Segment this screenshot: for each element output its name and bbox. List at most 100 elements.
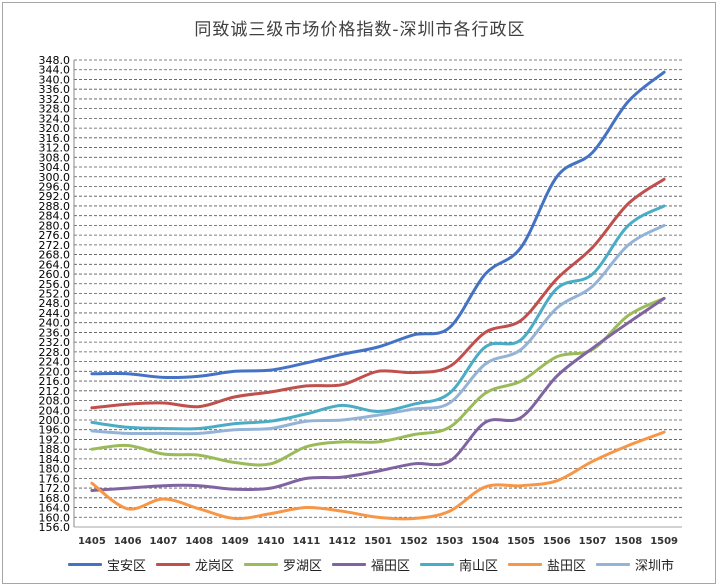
y-tick-label: 256.0 [39,278,71,291]
y-tick-label: 160.0 [39,511,71,524]
chart-title: 同致诚三级市场价格指数-深圳市各行政区 [194,20,526,40]
y-tick-label: 212.0 [39,385,71,398]
y-tick-label: 220.0 [39,365,71,378]
legend-item: 龙岗区 [156,552,234,576]
x-tick-label: 1412 [328,536,356,547]
legend-swatch [156,562,190,566]
y-tick-label: 180.0 [39,463,71,476]
x-tick-label: 1503 [436,536,464,547]
legend: 宝安区 龙岗区 罗湖区 福田区 南山区 盐田区 深圳市 [0,552,720,576]
legend-label: 深圳市 [635,558,675,574]
y-tick-label: 216.0 [39,375,71,388]
y-tick-label: 232.0 [39,336,71,349]
y-tick-label: 272.0 [39,239,71,252]
x-tick-label: 1408 [185,536,213,547]
legend-item: 盐田区 [508,552,586,576]
y-tick-label: 308.0 [39,151,71,164]
legend-label: 盐田区 [547,558,587,574]
y-axis-ticks: 156.0160.0164.0168.0172.0176.0180.0184.0… [39,54,71,534]
series-line-5 [90,204,666,431]
y-tick-label: 304.0 [39,161,71,174]
legend-item: 罗湖区 [244,552,322,576]
x-tick-label: 1501 [364,536,392,547]
y-tick-label: 300.0 [39,171,71,184]
y-tick-label: 336.0 [39,83,71,96]
y-tick-label: 236.0 [39,326,71,339]
x-tick-label: 1509 [650,536,678,547]
x-tick-label: 1410 [257,536,285,547]
y-tick-label: 168.0 [39,492,71,505]
y-tick-label: 184.0 [39,453,71,466]
y-tick-label: 268.0 [39,249,71,262]
legend-label: 福田区 [371,558,411,574]
legend-swatch [332,562,366,566]
legend-swatch [508,562,542,566]
y-tick-label: 224.0 [39,356,71,369]
y-tick-label: 292.0 [39,190,71,203]
legend-swatch [244,562,278,566]
x-axis-ticks: 1405 1406 1407 1408 1409 1410 1411 1412 1501 1502… [78,536,678,547]
y-tick-label: 176.0 [39,472,71,485]
series-line-6 [90,430,666,521]
y-tick-label: 200.0 [39,414,71,427]
legend-item: 南山区 [420,552,498,576]
y-tick-label: 284.0 [39,210,71,223]
y-tick-label: 188.0 [39,443,71,456]
y-tick-label: 320.0 [39,122,71,135]
y-tick-label: 296.0 [39,180,71,193]
y-tick-label: 192.0 [39,433,71,446]
y-tick-label: 340.0 [39,73,71,86]
y-tick-label: 328.0 [39,103,71,116]
legend-label: 宝安区 [107,558,147,574]
y-tick-label: 264.0 [39,258,71,271]
y-tick-label: 204.0 [39,404,71,417]
x-tick-label: 1405 [78,536,106,547]
y-tick-label: 240.0 [39,317,71,330]
x-tick-label: 1506 [543,536,571,547]
legend-swatch [420,562,454,566]
legend-item: 福田区 [332,552,410,576]
x-tick-label: 1411 [293,536,321,547]
series-line-7 [90,223,666,436]
legend-swatch [68,562,102,566]
y-tick-label: 344.0 [39,64,71,77]
legend-swatch [596,562,630,566]
y-tick-label: 288.0 [39,200,71,213]
y-tick-label: 332.0 [39,93,71,106]
y-tick-label: 164.0 [39,502,71,515]
y-tick-label: 228.0 [39,346,71,359]
y-tick-label: 172.0 [39,482,71,495]
x-tick-label: 1505 [507,536,535,547]
legend-label: 龙岗区 [195,558,235,574]
series-line-2 [90,177,666,410]
y-tick-label: 248.0 [39,297,71,310]
y-tick-label: 196.0 [39,424,71,437]
y-tick-label: 348.0 [39,54,71,67]
y-tick-label: 260.0 [39,268,71,281]
y-tick-label: 280.0 [39,219,71,232]
y-tick-label: 208.0 [39,395,71,408]
x-tick-label: 1502 [400,536,428,547]
series-line-4 [90,296,666,492]
series-line-1 [90,70,666,380]
x-tick-label: 1407 [149,536,177,547]
y-tick-label: 316.0 [39,132,71,145]
y-tick-label: 252.0 [39,288,71,301]
x-tick-label: 1507 [579,536,607,547]
y-tick-label: 244.0 [39,307,71,320]
y-tick-label: 324.0 [39,112,71,125]
legend-label: 罗湖区 [283,558,323,574]
x-tick-label: 1409 [221,536,249,547]
y-tick-label: 312.0 [39,142,71,155]
gridlines [73,59,682,528]
legend-item: 宝安区 [68,552,146,576]
legend-item: 深圳市 [596,552,674,576]
x-tick-label: 1406 [114,536,142,547]
series-line-3 [90,296,666,467]
x-tick-label: 1508 [614,536,642,547]
x-tick-label: 1504 [471,536,499,547]
y-tick-label: 156.0 [39,521,71,534]
legend-label: 南山区 [459,558,499,574]
series-lines [90,70,666,521]
